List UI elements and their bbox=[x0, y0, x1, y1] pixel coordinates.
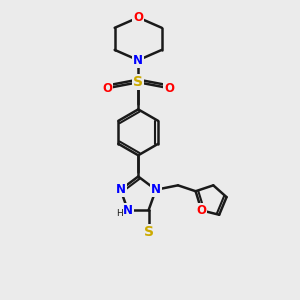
Text: O: O bbox=[133, 11, 143, 24]
Text: H: H bbox=[116, 209, 123, 218]
Text: N: N bbox=[116, 183, 126, 196]
Text: O: O bbox=[164, 82, 174, 95]
Text: S: S bbox=[143, 225, 154, 239]
Text: O: O bbox=[196, 204, 206, 217]
Text: S: S bbox=[133, 75, 143, 89]
Text: N: N bbox=[151, 183, 161, 196]
Text: O: O bbox=[102, 82, 112, 95]
Text: N: N bbox=[123, 204, 133, 217]
Text: N: N bbox=[133, 54, 143, 67]
